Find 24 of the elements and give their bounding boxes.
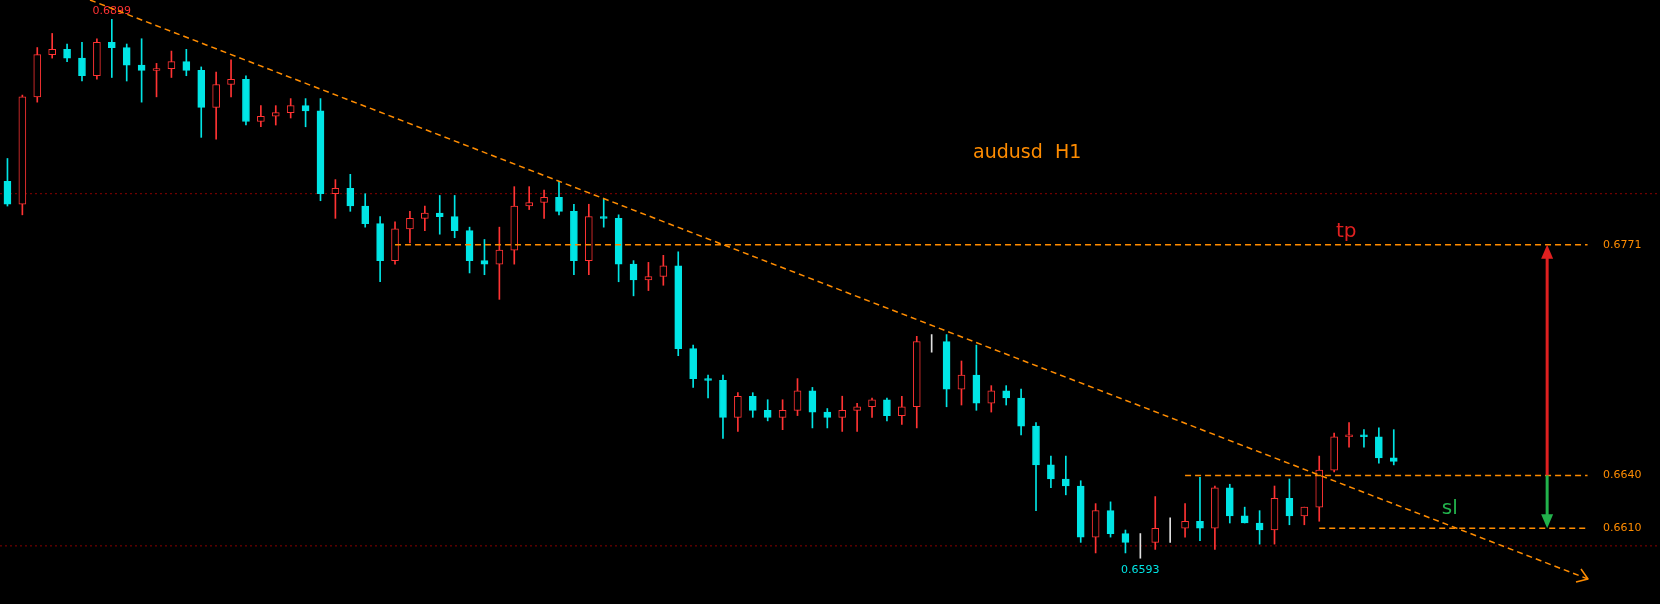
candlestick bbox=[838, 395, 847, 432]
series-label: tp bbox=[1335, 217, 1357, 242]
candlestick bbox=[107, 19, 116, 78]
text: 0.6640 bbox=[1603, 468, 1642, 482]
candlestick bbox=[599, 198, 608, 228]
candlestick bbox=[435, 195, 444, 235]
candlestick bbox=[1061, 455, 1070, 496]
candlestick bbox=[48, 33, 56, 59]
candlestick bbox=[1181, 503, 1189, 538]
candlestick bbox=[540, 189, 548, 219]
text: 0.6610 bbox=[1603, 521, 1642, 535]
annotation: 0.6593 bbox=[1121, 562, 1160, 576]
candlestick bbox=[271, 105, 280, 126]
candlestick bbox=[704, 374, 712, 399]
candlestick bbox=[1196, 476, 1204, 541]
text: audusd H1 bbox=[973, 139, 1082, 162]
text: 0.6771 bbox=[1603, 237, 1642, 251]
candlestick bbox=[227, 59, 235, 98]
series-label: sl bbox=[1441, 495, 1458, 520]
candlestick bbox=[421, 205, 429, 232]
candlestick bbox=[525, 186, 534, 210]
annotation: 0.6899 bbox=[92, 3, 132, 17]
candlestick bbox=[1389, 429, 1398, 466]
candlestick bbox=[853, 402, 861, 432]
